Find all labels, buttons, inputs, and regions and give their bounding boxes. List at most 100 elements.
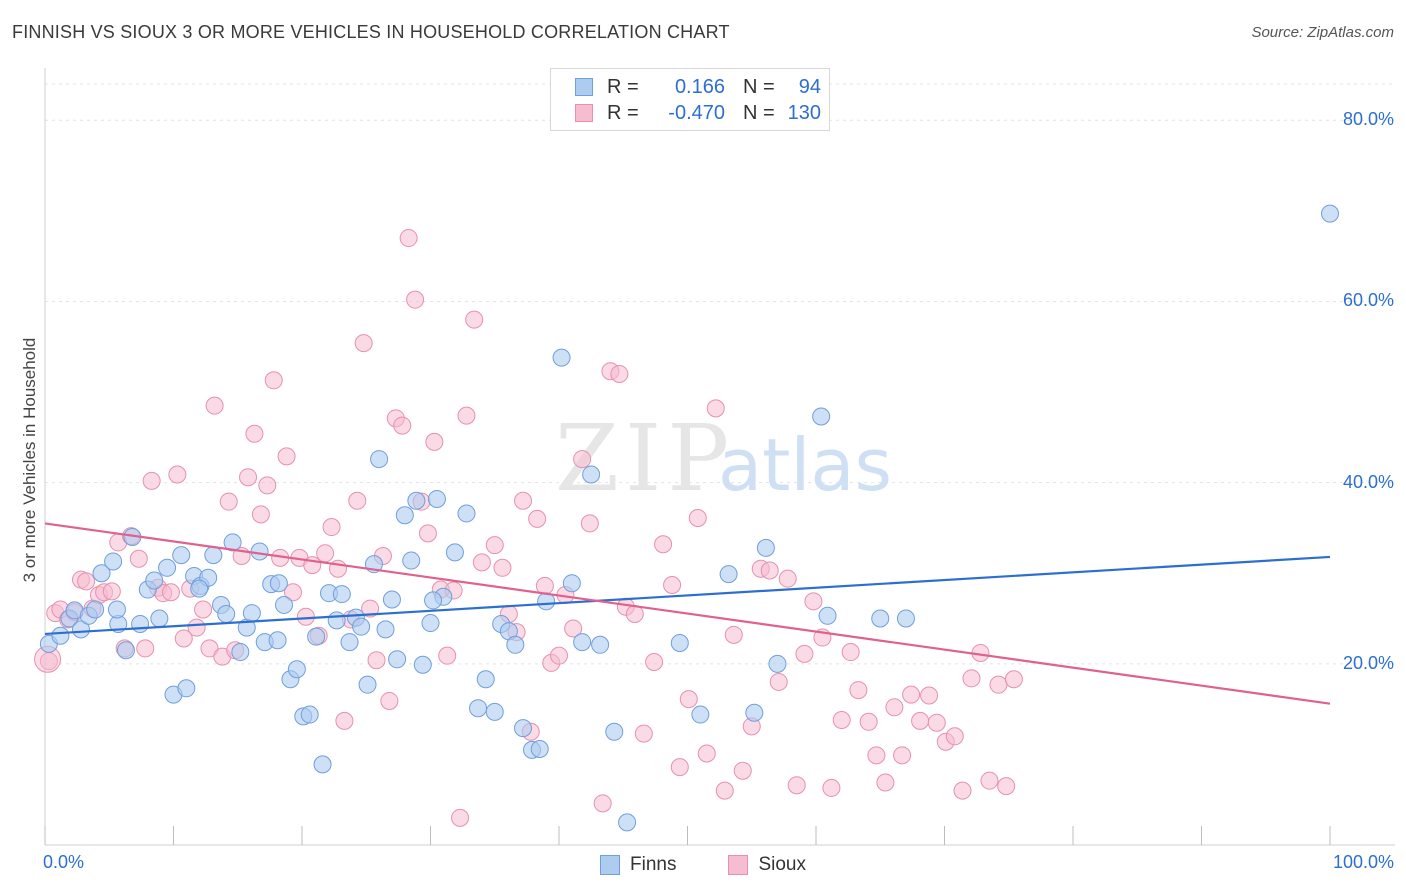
source-label: Source: ZipAtlas.com [1251,24,1394,41]
axes [44,68,1395,846]
finns-point [177,679,196,698]
sioux-point [849,681,868,700]
finns-point [670,633,689,652]
finns-point [145,571,164,590]
sioux-point [200,639,219,658]
finns-point [530,739,549,758]
finns-point [591,635,610,654]
sioux-point [989,675,1008,694]
sioux-point [322,518,341,537]
sioux-point [550,646,568,665]
finns-point [51,626,70,645]
finns-point [71,620,90,639]
n-label: N = [743,101,775,124]
sioux-point [697,744,716,763]
sioux-point [251,505,270,524]
n-value: 130 [787,101,821,124]
sioux-point [367,651,386,670]
y-tick-label: 60.0% [1342,290,1394,311]
grid-lines [45,83,1395,665]
finns-point [469,699,488,718]
finns-point [104,552,123,571]
finns-point [250,542,269,561]
finns-point [300,705,319,724]
legend-item-sioux[interactable]: Sioux [728,854,806,876]
sioux-point [361,599,380,618]
sioux-point [465,310,484,329]
y-tick-label: 40.0% [1342,471,1394,492]
finns-point [358,675,377,694]
sioux-point [296,607,315,626]
finns-point [376,620,395,639]
finns-point [618,813,637,832]
sioux-swatch [728,855,749,875]
finns-point [756,538,775,557]
finns-point [307,627,326,646]
sioux-point [733,761,752,780]
sioux-point [528,509,547,528]
finns-point [388,650,407,669]
sioux-point [1004,670,1023,689]
sioux-point [902,685,921,704]
finns-swatch [575,78,593,96]
finns-point [768,654,787,673]
sioux-point [205,396,224,415]
sioux-point [962,669,981,688]
sioux-point [778,569,797,588]
finns-point [427,489,446,508]
sioux-point [161,583,180,602]
sioux-point [885,698,904,717]
sioux-point [980,771,999,790]
legend-label-finns: Finns [630,854,677,875]
finns-point [871,609,890,628]
legend-row-finns: R = 0.166 N = 94 [575,74,821,100]
finns-point [86,600,105,619]
sioux-point [425,432,444,451]
sioux-point [927,713,946,732]
finns-point [340,633,359,652]
sioux-point [893,746,912,765]
sioux-point [354,334,373,353]
finns-point [413,655,432,674]
x-tick-label-max: 100.0% [1332,852,1394,872]
r-label: R = [607,75,639,98]
sioux-point [706,399,725,418]
finns-point [150,609,169,628]
chart-title: FINNISH VS SIOUX 3 OR MORE VEHICLES IN H… [12,22,730,42]
sioux-point [859,712,878,731]
sioux-point [610,364,629,383]
sioux-point [380,691,399,710]
sioux-point [418,524,437,543]
finns-point [116,641,135,660]
finns-point [158,558,177,577]
legend-label-sioux: Sioux [758,854,806,875]
finns-point [268,631,287,650]
sioux-point [795,644,814,663]
trend-lines [44,522,1331,705]
legend-row-sioux: R = -0.470 N = 130 [575,100,821,126]
y-tick-label: 80.0% [1342,109,1394,130]
finns-point [242,604,261,623]
sioux-point [277,447,296,466]
sioux-point [457,406,476,425]
finns-point [131,614,150,633]
finns-point [287,660,306,679]
finns-point [485,702,504,721]
finns-point [92,564,111,583]
sioux-point [316,544,335,563]
finns-point [896,609,915,628]
finns-point [231,643,250,662]
finns-point [172,546,191,565]
sioux-point [514,491,533,510]
finns-point [552,348,571,367]
sioux-point [335,711,354,730]
finns-point [370,450,389,469]
finns-point [313,755,332,774]
finns-point [818,606,837,625]
finns-point [745,703,764,722]
finns-point [217,605,236,623]
legend-item-finns[interactable]: Finns [600,854,676,876]
finns-point [605,722,624,741]
sioux-trend-line [44,522,1331,705]
sioux-point [399,229,418,248]
